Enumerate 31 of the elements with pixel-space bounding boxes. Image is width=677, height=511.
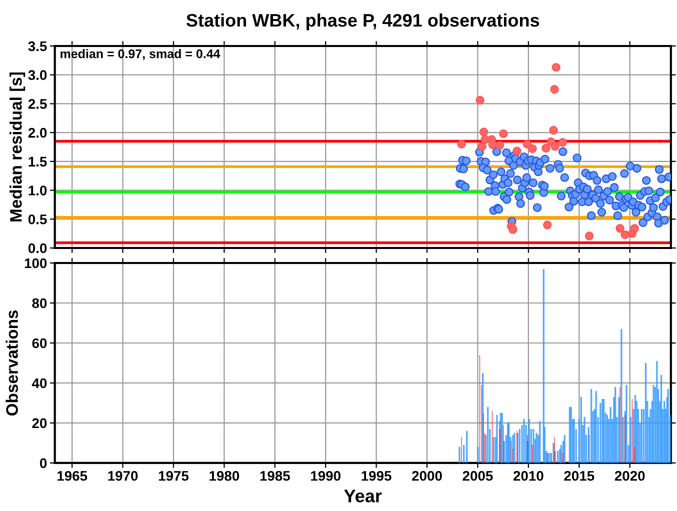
y-tick-label: 1.5 [28,156,47,167]
y-tick-label: 0 [40,458,47,468]
x-tick-label: 1970 [108,470,138,481]
x-tick-label: 2015 [564,470,594,481]
x-tick-label: 1990 [311,470,340,481]
y-tick-label: 2.5 [28,99,47,109]
y-tick-label: 3.5 [28,41,47,52]
x-tick-label: 2000 [412,470,442,481]
annotation: median = 0.97, smad = 0.44 [60,49,220,60]
y-tick-label: 2.0 [28,128,47,138]
y-tick-label: 20 [32,418,47,428]
y-tick-label: 0.5 [28,214,47,224]
x-tick-label: 1985 [260,470,290,481]
y-axis-title: Observations [6,310,18,416]
x-tick-label: 2005 [462,470,493,481]
y-tick-label: 1.0 [28,186,47,196]
x-tick-label: 1995 [362,470,392,481]
y-tick-label: 100 [24,258,47,268]
x-tick-label: 2020 [614,470,645,481]
chart-title: Station WBK, phase P, 4291 observations [186,13,540,30]
x-axis-title: Year [344,490,382,502]
x-tick-label: 1980 [210,470,240,481]
x-tick-label: 1975 [158,470,189,481]
y-tick-label: 3.0 [28,70,47,80]
y-tick-label: 0.0 [28,243,47,254]
x-tick-label: 2010 [513,470,544,481]
y-tick-label: 80 [32,298,47,308]
x-tick-label: 1965 [58,470,88,481]
y-tick-label: 60 [32,338,47,348]
y-axis-title: Median residual [s] [10,72,26,222]
y-tick-label: 40 [32,378,47,388]
